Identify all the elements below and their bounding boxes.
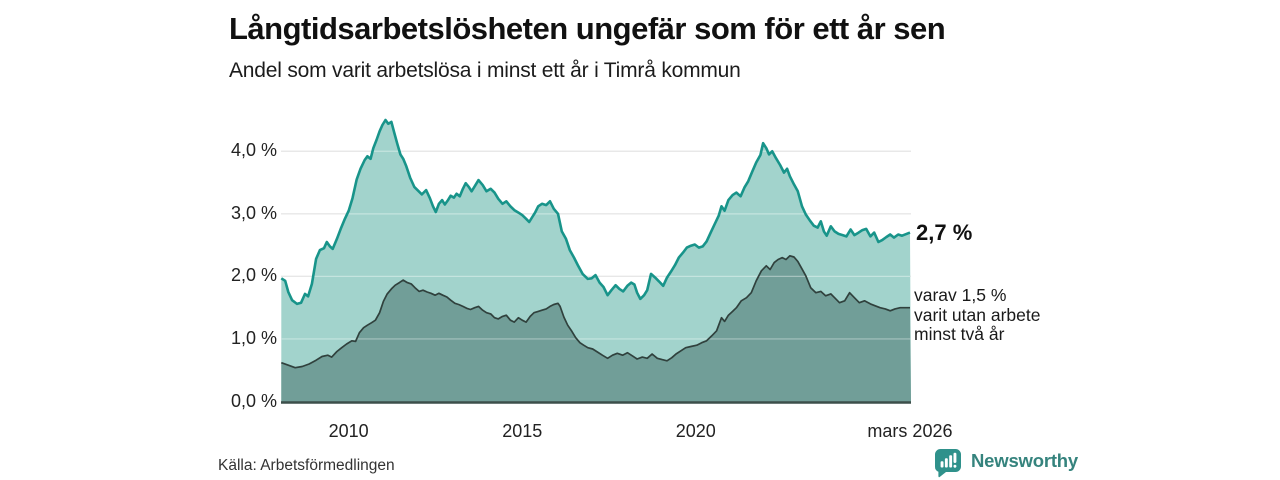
y-tick-label: 4,0 % xyxy=(230,140,277,161)
chart-title: Långtidsarbetslösheten ungefär som för e… xyxy=(229,11,946,46)
y-tick-label: 3,0 % xyxy=(230,202,277,223)
y-tick-label: 2,0 % xyxy=(230,265,277,286)
chart-subtitle: Andel som varit arbetslösa i minst ett å… xyxy=(229,59,741,82)
y-tick-label: 0,0 % xyxy=(230,390,277,411)
secondary-label-line: varit utan arbete xyxy=(914,304,1041,325)
source-note: Källa: Arbetsförmedlingen xyxy=(218,457,395,474)
x-tick-label: 2020 xyxy=(675,421,716,441)
series-line-2 xyxy=(281,254,910,369)
x-tick-label: 2010 xyxy=(328,421,369,441)
secondary-label-line: minst två år xyxy=(914,324,1005,344)
newsworthy-bar-chart-bubble-icon xyxy=(934,449,961,478)
series-end-label-secondary: varav 1,5 % varit utan arbete minst två … xyxy=(914,285,1041,345)
secondary-label-line: varav 1,5 % xyxy=(914,285,1007,305)
x-tick-label: mars 2026 xyxy=(867,421,953,441)
brand-name: Newsworthy xyxy=(971,450,1078,471)
series-line-1 xyxy=(280,118,911,306)
series-area-2 xyxy=(281,255,911,402)
x-tick-label: 2015 xyxy=(502,421,543,441)
y-tick-label: 1,0 % xyxy=(230,327,277,348)
series-end-label-total: 2,7 % xyxy=(916,220,973,245)
brand-logo: Newsworthy xyxy=(934,448,1078,478)
